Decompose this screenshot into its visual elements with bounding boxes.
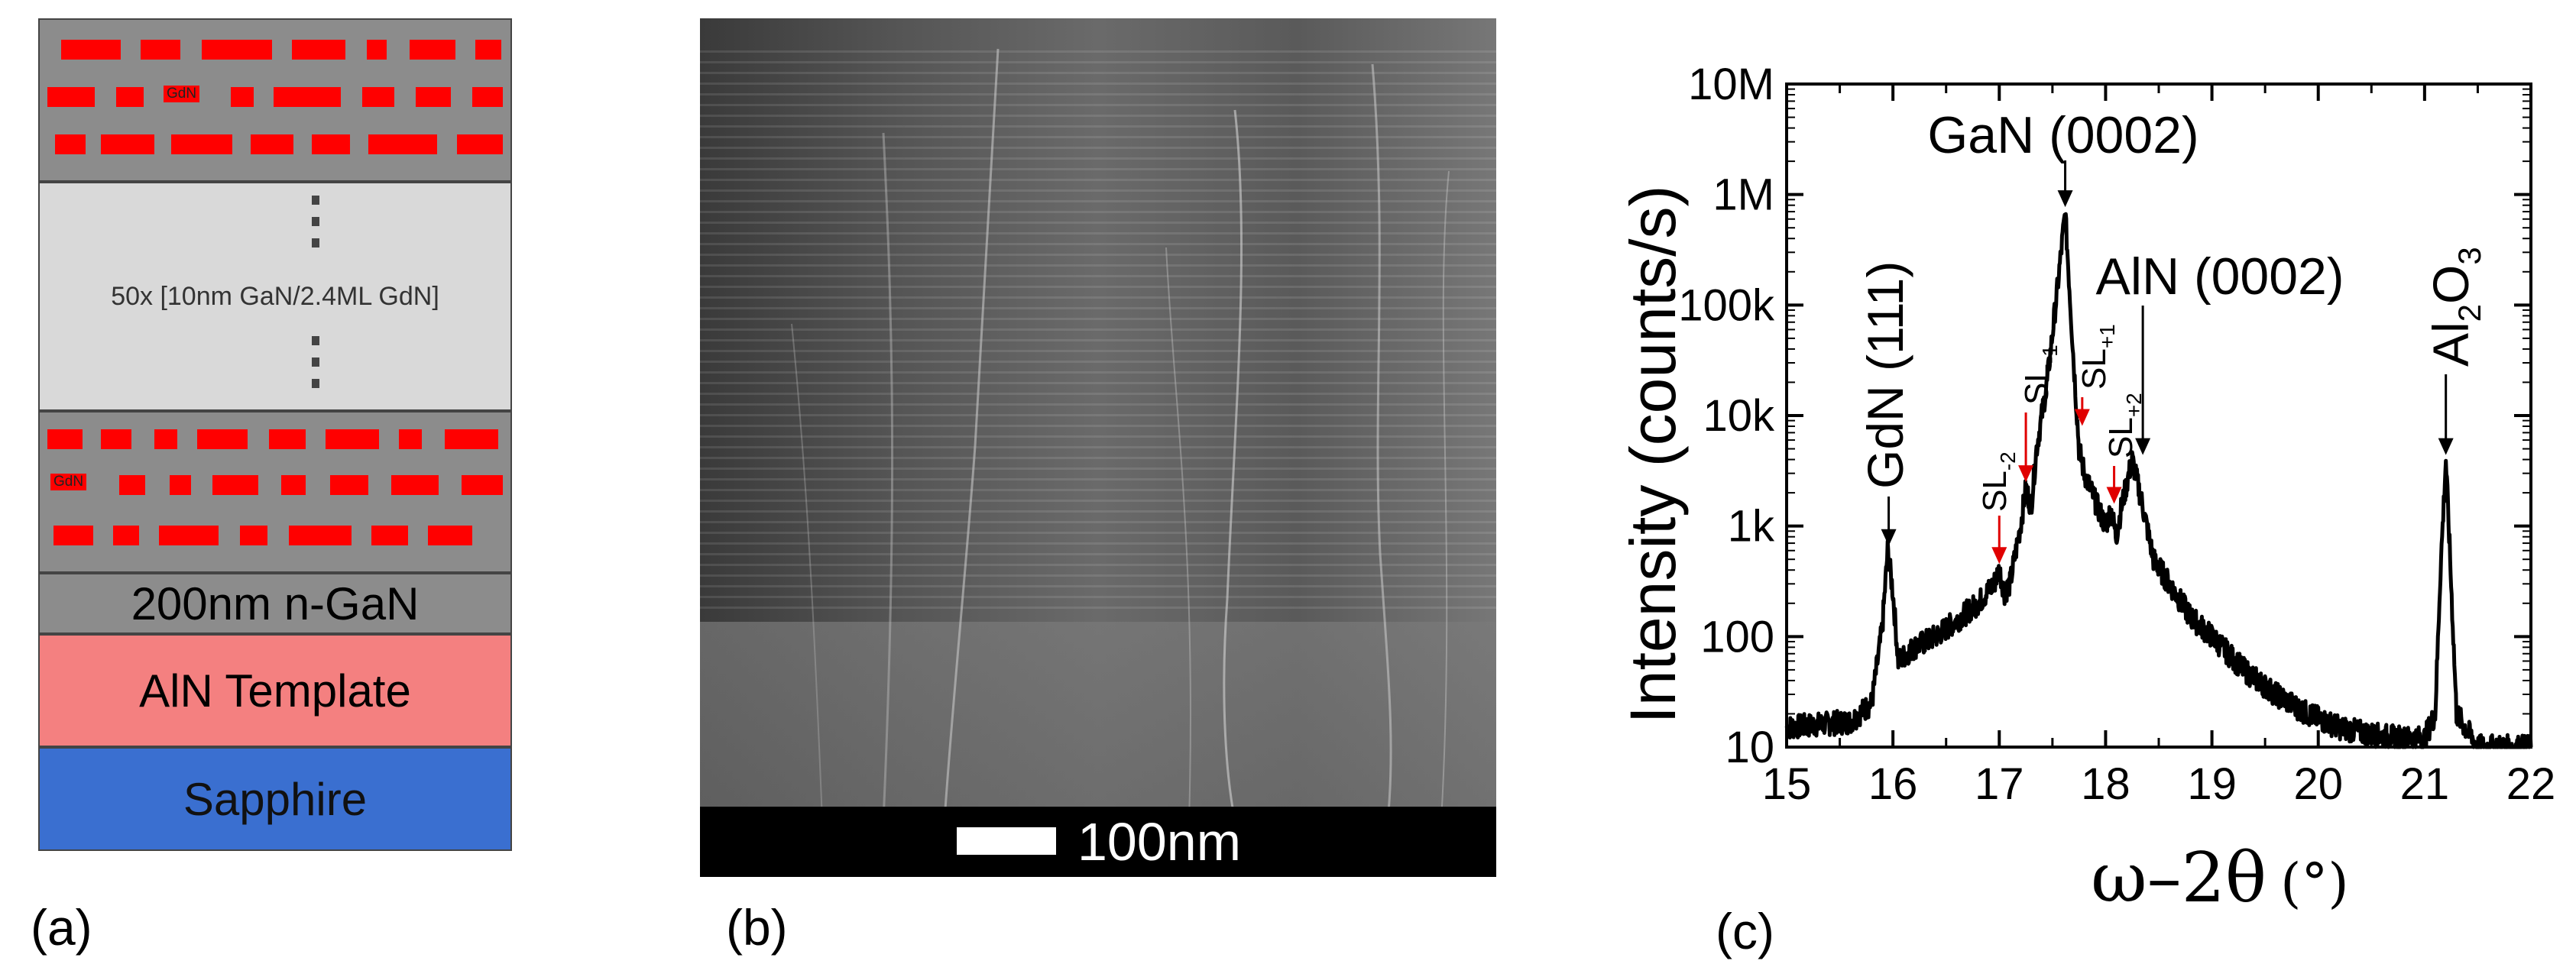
aln-peak-label: AlN (0002) <box>2095 247 2344 306</box>
y-axis-label: Intensity (counts/s) <box>1617 186 1689 724</box>
y-tick-label: 10 <box>1725 723 1774 772</box>
sl-minus1-label: SL-1 <box>2018 345 2062 405</box>
scale-bar <box>957 827 1056 855</box>
layer-aln-label: AlN Template <box>139 665 411 717</box>
y-tick-label: 10M <box>1688 60 1774 109</box>
layer-n-gan: 200nm n-GaN <box>38 573 512 634</box>
x-tick-label: 21 <box>2400 759 2450 809</box>
superlattice-repeat-region: 50x [10nm GaN/2.4ML GdN] <box>38 182 512 411</box>
y-tick-label: 1M <box>1712 170 1774 220</box>
xrd-axes: 15 16 17 18 19 20 21 22 10 100 1k 10k 100k 1M 10M <box>1678 60 2555 809</box>
panel-b-label: (b) <box>726 899 788 956</box>
x-tick-label: 19 <box>2187 759 2237 809</box>
gan-arrow-head <box>2057 190 2073 208</box>
panel-c-label: (c) <box>1716 903 1774 959</box>
y-tick-label: 10k <box>1703 391 1775 441</box>
gdn-arrow-head <box>1881 529 1897 546</box>
gdn-label-bottom: GdN <box>50 474 87 490</box>
x-tick-label: 22 <box>2506 759 2556 809</box>
sl-plus2-arrow-head <box>2106 487 2122 504</box>
scale-bar-strip <box>700 807 1496 877</box>
gdn-peak-label: GdN (111) <box>1857 261 1913 489</box>
gan-peak-label: GaN (0002) <box>1927 106 2199 164</box>
sl-minus2-label: SL-2 <box>1976 451 2020 512</box>
sl-minus1-arrow-head <box>2018 465 2034 483</box>
x-tick-label: 17 <box>1975 759 2024 809</box>
scale-bar-label: 100nm <box>1077 812 1242 872</box>
superlattice-bottom: GdN <box>38 411 512 573</box>
layer-sapphire: Sapphire <box>38 747 512 851</box>
y-tick-label: 1k <box>1728 502 1775 552</box>
superlattice-top: GdN <box>38 18 512 182</box>
al2o3-peak-label: Al2O3 <box>2422 247 2487 367</box>
xrd-series-line <box>1784 212 2533 749</box>
sl-plus2-label: SL+2 <box>2102 393 2146 458</box>
x-tick-label: 16 <box>1868 759 1918 809</box>
layer-sapphire-label: Sapphire <box>183 773 368 825</box>
panel-a-label: (a) <box>31 899 92 956</box>
aln-arrow-head <box>2135 438 2151 455</box>
x-tick-label: 20 <box>2293 759 2343 809</box>
sl-minus2-arrow-head <box>1991 547 2007 565</box>
xrd-curve <box>1784 212 2533 749</box>
sl-plus1-label: SL+1 <box>2075 324 2119 390</box>
y-tick-label: 100k <box>1678 280 1775 330</box>
y-tick-label: 100 <box>1700 612 1774 662</box>
tem-micrograph <box>700 18 1496 877</box>
repeat-label: 50x [10nm GaN/2.4ML GdN] <box>111 281 439 311</box>
al2o3-arrow-head <box>2438 438 2454 455</box>
x-axis-label: ω–2θ (°) <box>2091 838 2348 918</box>
gdn-label-top: GdN <box>164 86 200 102</box>
x-tick-label: 15 <box>1762 759 1812 809</box>
layer-n-gan-label: 200nm n-GaN <box>131 577 420 629</box>
xrd-annotations: GaN (0002) AlN (0002) GdN (111) Al2O3 SL… <box>1857 106 2487 565</box>
layer-aln-template: AlN Template <box>38 634 512 747</box>
sl-plus1-arrow-head <box>2074 409 2090 426</box>
x-tick-label: 18 <box>2081 759 2130 809</box>
